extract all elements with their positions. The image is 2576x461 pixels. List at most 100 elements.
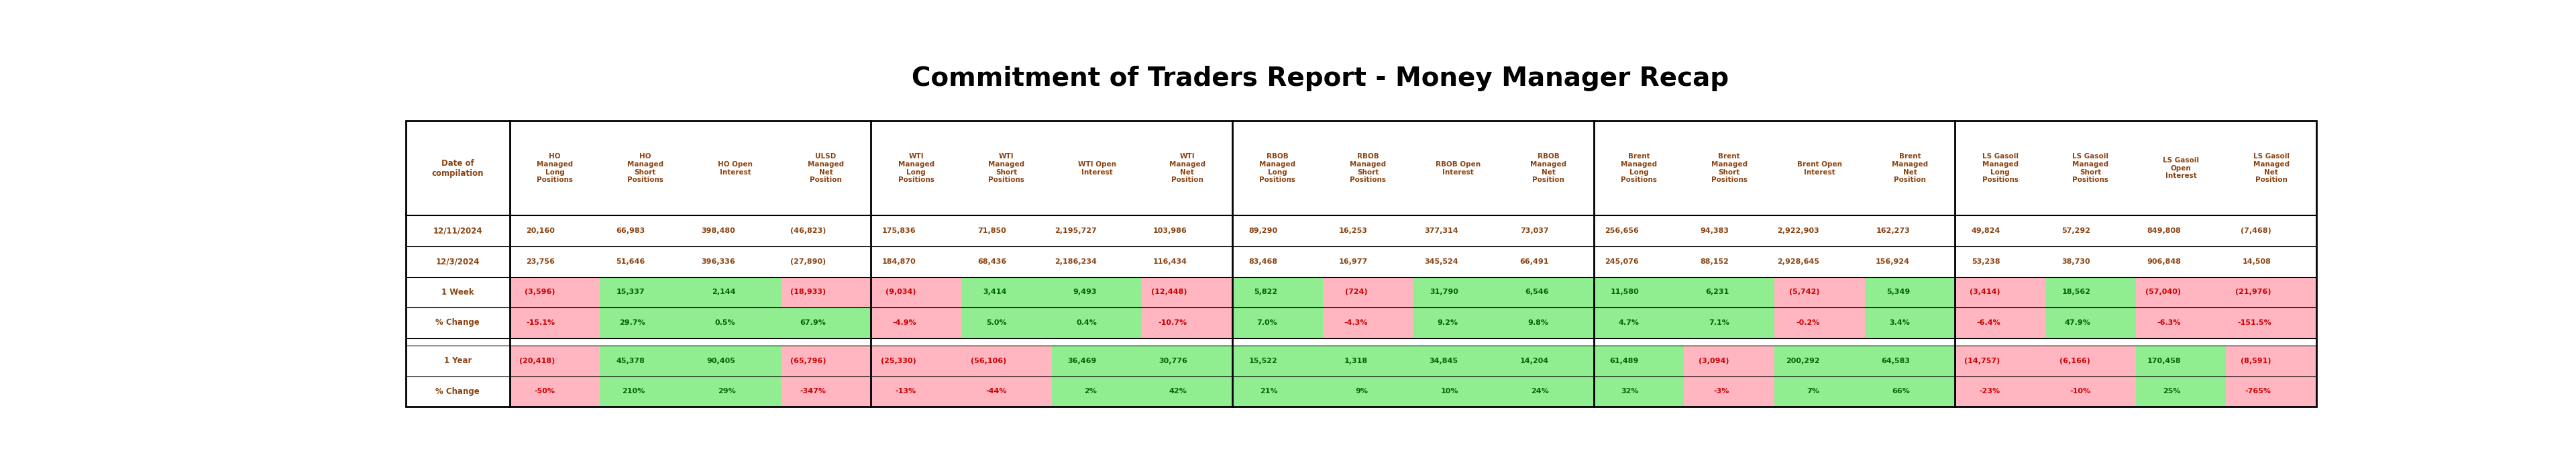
Text: 66,491: 66,491 xyxy=(1520,258,1548,265)
Text: 15,522: 15,522 xyxy=(1249,358,1278,364)
Text: 849,808: 849,808 xyxy=(2146,228,2182,234)
Text: -0.2%: -0.2% xyxy=(1795,319,1819,326)
Text: 36,469: 36,469 xyxy=(1069,358,1097,364)
Text: 103,986: 103,986 xyxy=(1154,228,1188,234)
Bar xyxy=(871,277,961,307)
Bar xyxy=(600,307,690,338)
Bar xyxy=(2226,277,2316,307)
Text: LS Gasoil
Managed
Net
Position: LS Gasoil Managed Net Position xyxy=(2254,154,2290,183)
Bar xyxy=(871,376,961,407)
Bar xyxy=(2226,307,2316,338)
Text: 29.7%: 29.7% xyxy=(618,319,644,326)
Text: (21,976): (21,976) xyxy=(2236,289,2272,296)
Text: (12,448): (12,448) xyxy=(1151,289,1188,296)
Text: (65,796): (65,796) xyxy=(791,358,827,364)
Bar xyxy=(2136,376,2226,407)
Bar xyxy=(1775,346,1865,376)
Text: 21%: 21% xyxy=(1260,388,1278,395)
Bar xyxy=(1051,376,1141,407)
Text: -3%: -3% xyxy=(1713,388,1728,395)
Bar xyxy=(600,376,690,407)
Text: 2,922,903: 2,922,903 xyxy=(1777,228,1819,234)
Bar xyxy=(2045,346,2136,376)
Bar xyxy=(407,121,2316,407)
Text: 18,562: 18,562 xyxy=(2061,289,2092,296)
Text: 2%: 2% xyxy=(1084,388,1097,395)
Text: 0.4%: 0.4% xyxy=(1077,319,1097,326)
Bar xyxy=(961,307,1051,338)
Text: 42%: 42% xyxy=(1170,388,1188,395)
Bar xyxy=(1595,376,1685,407)
Bar xyxy=(1865,376,1955,407)
Text: 45,378: 45,378 xyxy=(616,358,644,364)
Bar xyxy=(1685,376,1775,407)
Text: 34,845: 34,845 xyxy=(1430,358,1458,364)
Bar xyxy=(781,307,871,338)
Bar xyxy=(1775,307,1865,338)
Text: 31,790: 31,790 xyxy=(1430,289,1458,296)
Text: RBOB
Managed
Short
Positions: RBOB Managed Short Positions xyxy=(1350,154,1386,183)
Bar xyxy=(781,346,871,376)
Bar xyxy=(871,346,961,376)
Text: 200,292: 200,292 xyxy=(1785,358,1819,364)
Bar xyxy=(2136,346,2226,376)
Bar xyxy=(690,346,781,376)
Text: (7,468): (7,468) xyxy=(2241,228,2272,234)
Text: WTI
Managed
Long
Positions: WTI Managed Long Positions xyxy=(899,154,935,183)
Text: Brent
Managed
Net
Position: Brent Managed Net Position xyxy=(1891,154,1927,183)
Text: 15,337: 15,337 xyxy=(616,289,644,296)
Bar xyxy=(1685,307,1775,338)
Bar xyxy=(1051,277,1141,307)
Bar xyxy=(1231,277,1321,307)
Text: 7.1%: 7.1% xyxy=(1708,319,1728,326)
Text: 1,318: 1,318 xyxy=(1345,358,1368,364)
Text: 12/3/2024: 12/3/2024 xyxy=(435,257,479,266)
Text: 16,253: 16,253 xyxy=(1340,228,1368,234)
Text: -44%: -44% xyxy=(987,388,1007,395)
Bar xyxy=(2136,277,2226,307)
Text: 175,836: 175,836 xyxy=(881,228,917,234)
Text: 94,383: 94,383 xyxy=(1700,228,1728,234)
Text: Brent Open
Interest: Brent Open Interest xyxy=(1798,161,1842,176)
Text: HO
Managed
Long
Positions: HO Managed Long Positions xyxy=(536,154,572,183)
Text: -765%: -765% xyxy=(2246,388,2272,395)
Text: 398,480: 398,480 xyxy=(701,228,737,234)
Bar xyxy=(1775,277,1865,307)
Text: 90,405: 90,405 xyxy=(706,358,737,364)
Text: -15.1%: -15.1% xyxy=(526,319,554,326)
Text: 11,580: 11,580 xyxy=(1610,289,1638,296)
Text: (724): (724) xyxy=(1345,289,1368,296)
Text: 61,489: 61,489 xyxy=(1610,358,1638,364)
Text: (3,414): (3,414) xyxy=(1971,289,1999,296)
Text: 1 Year: 1 Year xyxy=(443,356,471,365)
Bar xyxy=(1955,307,2045,338)
Text: ULSD
Managed
Net
Position: ULSD Managed Net Position xyxy=(809,154,845,183)
Text: 7%: 7% xyxy=(1806,388,1819,395)
Text: 2,186,234: 2,186,234 xyxy=(1054,258,1097,265)
Bar xyxy=(1685,277,1775,307)
Text: 0.5%: 0.5% xyxy=(716,319,737,326)
Bar xyxy=(600,346,690,376)
Text: 68,436: 68,436 xyxy=(976,258,1007,265)
Text: 906,848: 906,848 xyxy=(2146,258,2182,265)
Text: (8,591): (8,591) xyxy=(2241,358,2272,364)
Bar xyxy=(961,277,1051,307)
Text: 14,508: 14,508 xyxy=(2244,258,2272,265)
Bar xyxy=(2045,307,2136,338)
Bar xyxy=(1865,307,1955,338)
Bar xyxy=(1231,307,1321,338)
Text: -151.5%: -151.5% xyxy=(2236,319,2272,326)
Text: 20,160: 20,160 xyxy=(526,228,554,234)
Bar xyxy=(961,376,1051,407)
Bar xyxy=(1504,307,1595,338)
Bar xyxy=(1321,277,1414,307)
Text: LS Gasoil
Managed
Long
Positions: LS Gasoil Managed Long Positions xyxy=(1981,154,2020,183)
Text: 2,195,727: 2,195,727 xyxy=(1054,228,1097,234)
Bar xyxy=(1685,346,1775,376)
Text: Commitment of Traders Report - Money Manager Recap: Commitment of Traders Report - Money Man… xyxy=(912,66,1728,91)
Text: 9.8%: 9.8% xyxy=(1528,319,1548,326)
Text: 23,756: 23,756 xyxy=(526,258,554,265)
Text: 38,730: 38,730 xyxy=(2061,258,2092,265)
Bar xyxy=(2045,376,2136,407)
Text: LS Gasoil
Managed
Short
Positions: LS Gasoil Managed Short Positions xyxy=(2074,154,2110,183)
